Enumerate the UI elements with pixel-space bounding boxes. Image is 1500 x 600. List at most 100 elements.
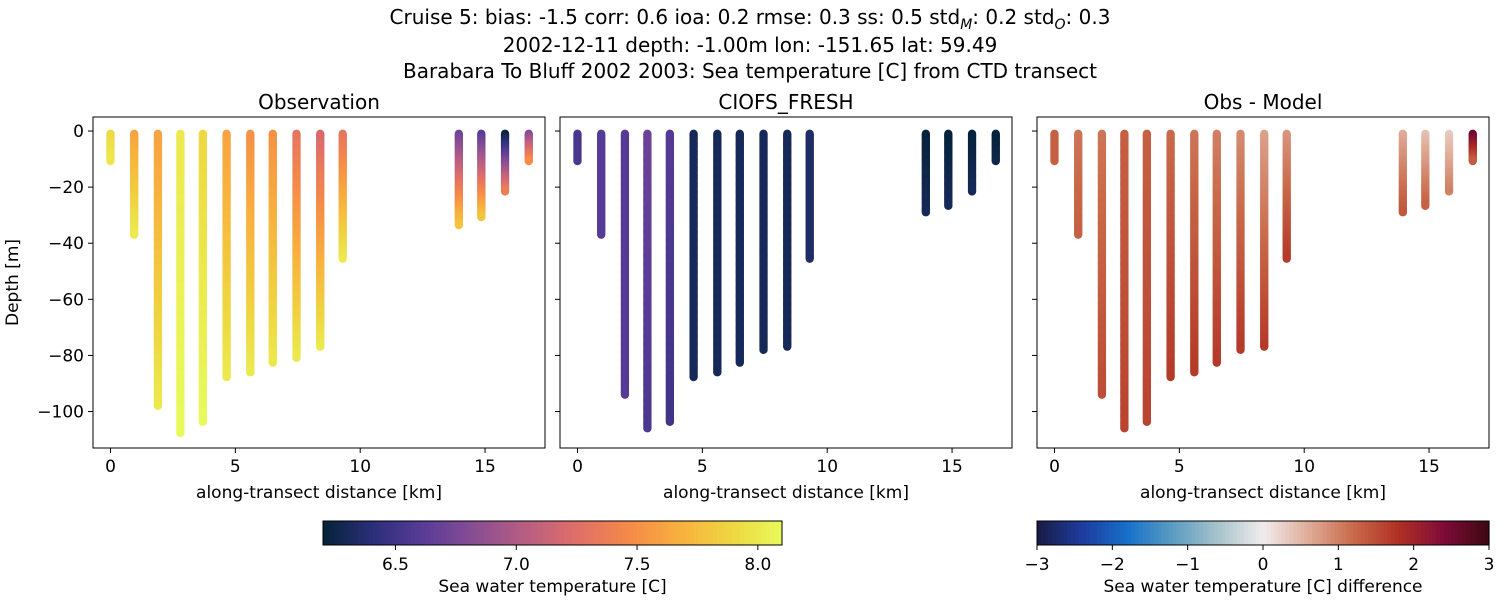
data-point — [597, 230, 606, 239]
colorbar-swatch — [1157, 521, 1162, 545]
colorbar-swatch — [430, 521, 435, 545]
data-point — [665, 417, 675, 427]
colorbar-swatch — [456, 521, 462, 545]
profile-12 — [477, 129, 486, 222]
colorbar-swatch — [437, 521, 443, 545]
colorbar-swatch — [365, 521, 370, 545]
profile-0 — [106, 129, 115, 166]
colorbar-swatch — [625, 521, 630, 545]
panel-observation: Observation Depth [m] along-transect dis… — [3, 90, 546, 503]
colorbar-swatch — [498, 521, 504, 545]
colorbar-swatch — [1153, 521, 1159, 545]
x-tick-label: 5 — [230, 457, 241, 477]
profile-9 — [783, 129, 792, 351]
profile-13 — [967, 129, 977, 196]
colorbar-swatch — [575, 521, 580, 545]
colorbar-swatch — [1134, 521, 1140, 545]
colorbar-swatch — [510, 521, 515, 545]
x-axis-label: along-transect distance [km] — [663, 483, 909, 503]
colorbar-swatch — [1119, 521, 1125, 545]
colorbar-swatch — [762, 521, 768, 545]
colorbar-swatch — [525, 521, 531, 545]
colorbar-swatch — [648, 521, 653, 545]
profile-9 — [316, 129, 325, 351]
data-point — [1166, 372, 1175, 382]
colorbar-swatch — [697, 521, 703, 545]
colorbar-swatch — [1161, 521, 1166, 545]
colorbar-swatch — [1085, 521, 1091, 545]
colorbar-swatch — [594, 521, 599, 545]
colorbar-swatch — [609, 521, 615, 545]
profile-10 — [805, 129, 814, 263]
profile-7 — [1212, 129, 1222, 367]
suptitle-line-1-mid: : 0.2 std — [972, 5, 1054, 29]
colorbar-swatch — [441, 521, 446, 545]
colorbar-swatch — [514, 521, 519, 545]
colorbar-swatch — [1112, 521, 1117, 545]
x-axis-label: along-transect distance [km] — [196, 483, 442, 503]
colorbar-swatch — [613, 521, 619, 545]
profile-1 — [597, 129, 606, 239]
profile-10 — [1282, 129, 1291, 263]
colorbar-swatch — [1116, 521, 1121, 545]
colorbar-swatch — [1172, 521, 1177, 545]
axis-ticks: 0 5 10 150−20−40−60−80−100 — [37, 122, 496, 477]
profile-3 — [176, 129, 185, 438]
data-point — [268, 358, 277, 367]
suptitle-line-1-suffix: : 0.3 — [1066, 5, 1111, 29]
x-tick-label: 10 — [816, 457, 838, 477]
suptitle-line-2: 2002-12-11 depth: -1.00m lon: -151.65 la… — [503, 33, 998, 57]
data-point — [805, 254, 814, 263]
colorbar-swatch — [476, 521, 481, 545]
data-point — [689, 372, 698, 382]
x-tick-label: 0 — [105, 457, 116, 477]
axis-ticks: 0 5 10 15 — [555, 130, 963, 477]
colorbar-swatch — [468, 521, 473, 545]
colorbar-swatch — [323, 521, 328, 545]
colorbar-swatch — [479, 521, 485, 545]
colorbar-swatch — [464, 521, 469, 545]
colorbar-swatch — [518, 521, 523, 545]
colorbar-swatch — [410, 521, 416, 545]
colorbar-swatch — [586, 521, 592, 545]
data-point — [1097, 390, 1107, 399]
data-point — [292, 353, 301, 363]
colorbar-swatch — [663, 521, 668, 545]
colorbar-swatch — [590, 521, 596, 545]
data-point — [1142, 417, 1152, 427]
colorbar-swatch — [1074, 521, 1080, 545]
colorbar-swatch — [384, 521, 389, 545]
profile-2 — [620, 129, 630, 399]
x-tick-label: 5 — [697, 457, 708, 477]
colorbar-swatch — [521, 521, 527, 545]
colorbar-swatch — [407, 521, 412, 545]
colorbar-swatch — [713, 521, 718, 545]
data-point — [759, 345, 768, 355]
panel-title: Obs - Model — [1204, 90, 1323, 114]
colorbar-swatch — [621, 521, 626, 545]
colorbar-swatch — [755, 521, 760, 545]
colorbar-swatch — [422, 521, 427, 545]
colorbar-swatch — [529, 521, 534, 545]
colorbar-swatch — [736, 521, 741, 545]
colorbar-swatch — [541, 521, 546, 545]
profile-5 — [222, 129, 231, 382]
profile-12 — [1421, 129, 1430, 211]
x-tick-label: 0 — [572, 457, 583, 477]
profile-11 — [454, 129, 464, 230]
colorbar-swatch — [694, 521, 699, 545]
x-axis-label: along-transect distance [km] — [1140, 483, 1386, 503]
profile-14 — [1468, 129, 1477, 166]
panel-obs-minus-model: Obs - Model along-transect distance [km]… — [1032, 90, 1490, 503]
colorbar-swatch — [418, 521, 424, 545]
profile-2 — [1097, 129, 1107, 399]
data-point — [573, 156, 582, 166]
colorbar-tick-label: 7.0 — [503, 555, 530, 575]
colorbar-swatch — [671, 521, 676, 545]
colorbar-swatch — [705, 521, 710, 545]
suptitle-sub-o: O — [1055, 17, 1066, 33]
data-point — [153, 401, 163, 411]
data-point — [477, 212, 486, 222]
colorbar-swatch — [567, 521, 573, 545]
